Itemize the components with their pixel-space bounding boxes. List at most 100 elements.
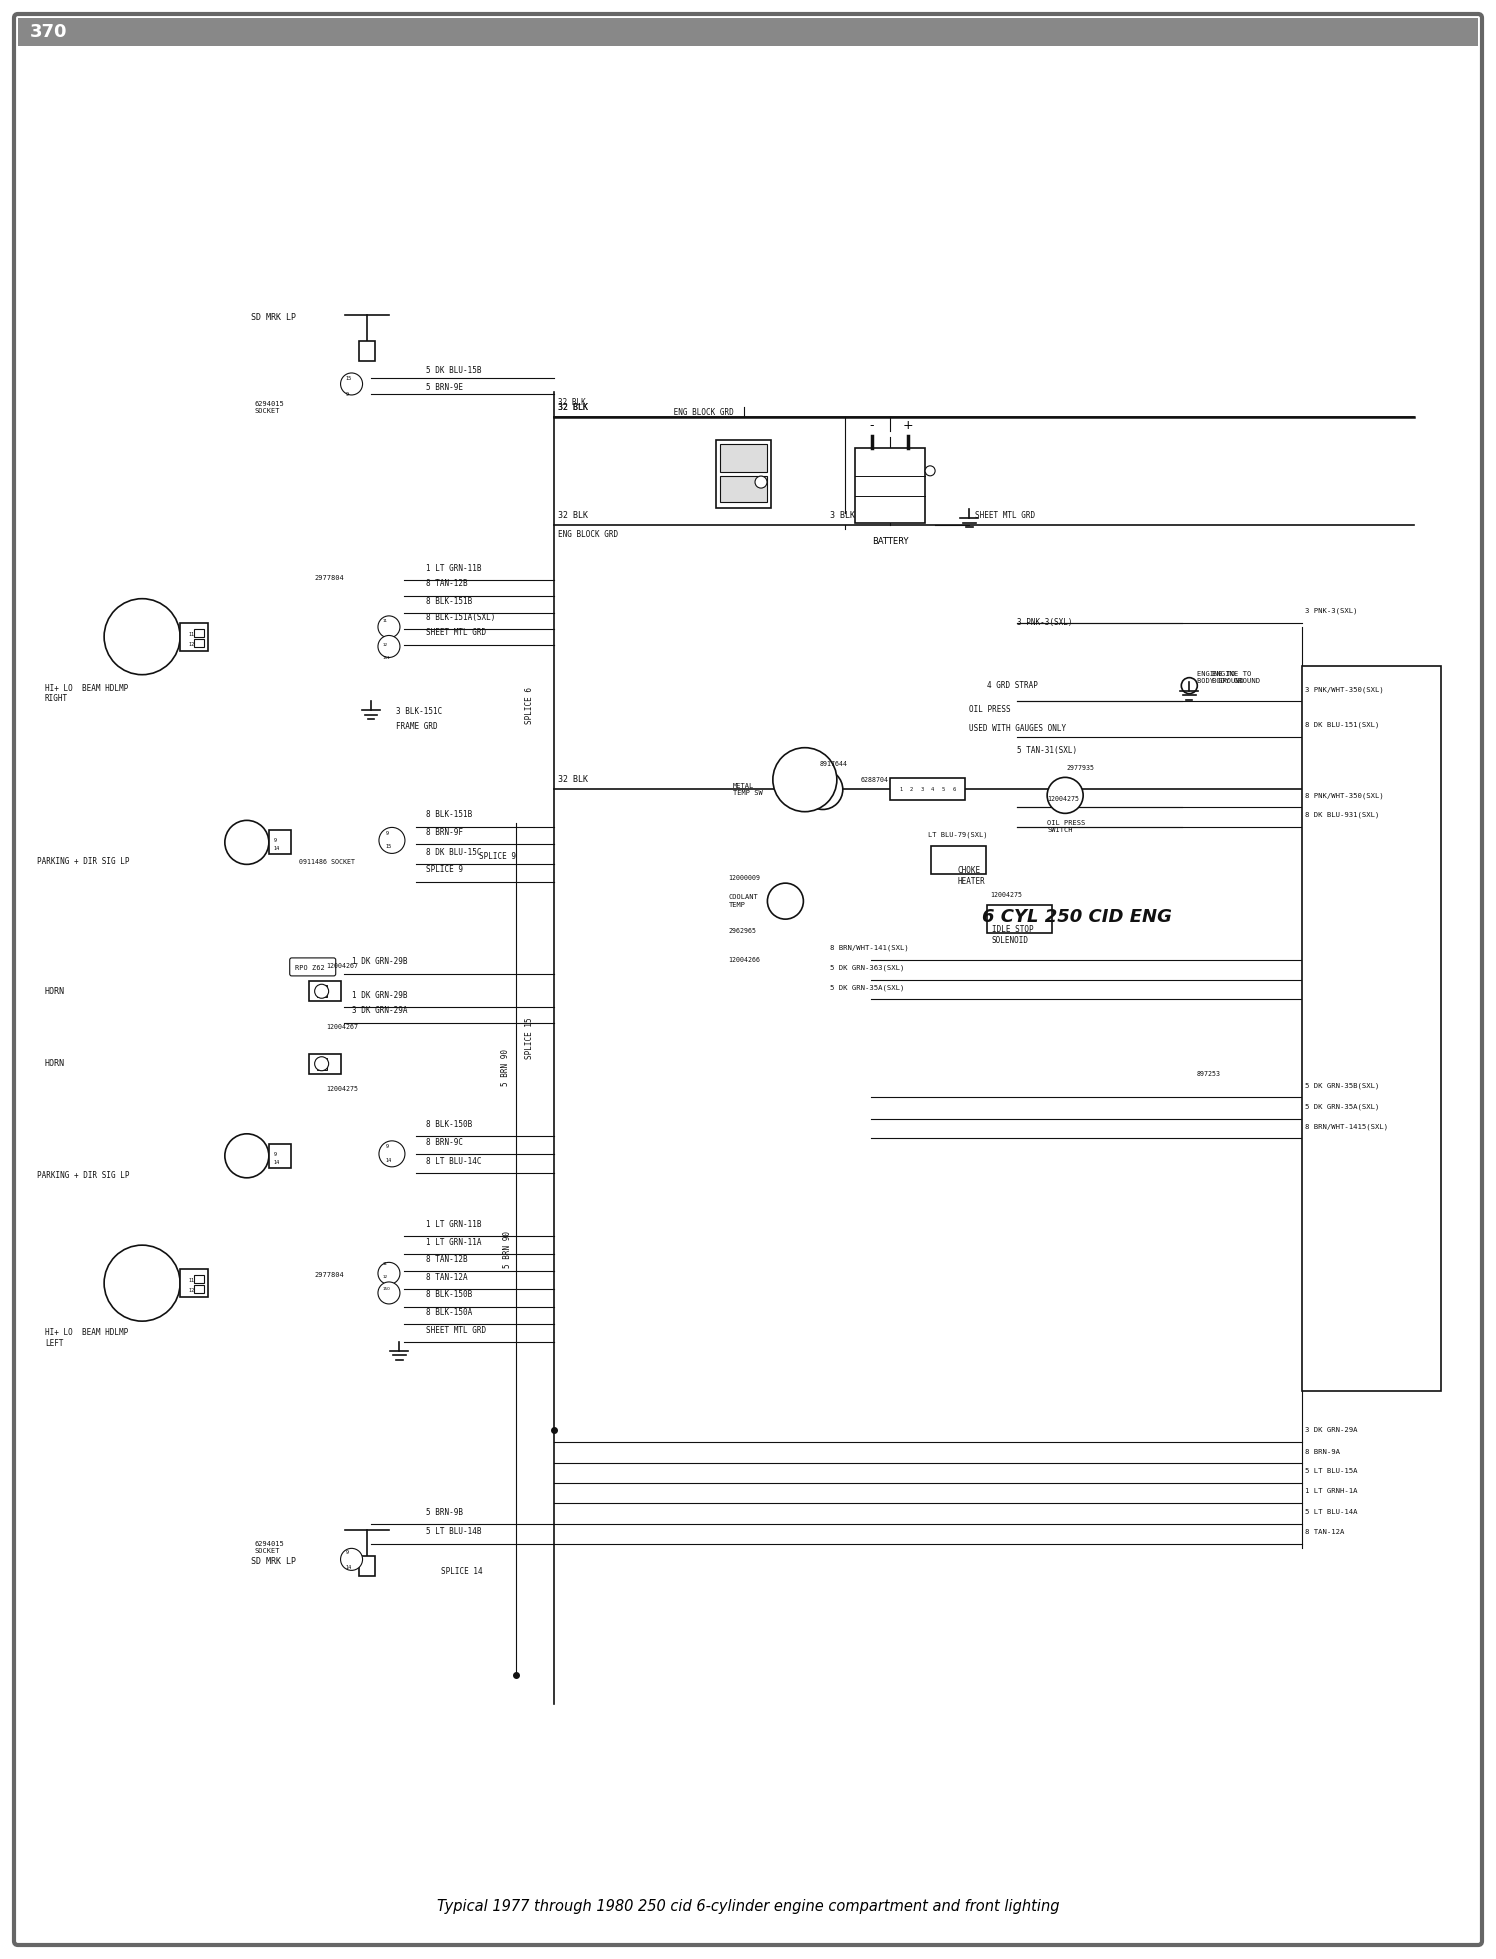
Text: SPLICE 15: SPLICE 15 [525,1017,534,1060]
Text: 5 DK BLU-15B: 5 DK BLU-15B [426,366,482,374]
Text: RPO Z62: RPO Z62 [295,964,325,972]
Text: 1 LT GRN-11B: 1 LT GRN-11B [426,564,482,572]
Bar [1302,666,1441,1391]
Text: 8917644: 8917644 [820,760,848,768]
Bar [890,778,965,801]
Text: 5 LT BLU-14A: 5 LT BLU-14A [1305,1508,1357,1516]
Text: 8 BRN-9A: 8 BRN-9A [1305,1448,1339,1456]
Circle shape [314,983,329,999]
Text: 9: 9 [346,392,349,398]
Circle shape [224,1134,269,1177]
Bar [317,985,326,997]
Text: 5 BRN 90: 5 BRN 90 [503,1232,512,1267]
Circle shape [767,884,803,919]
Text: 12000009: 12000009 [729,874,760,882]
Text: 5 DK GRN-35A(SXL): 5 DK GRN-35A(SXL) [1305,1103,1379,1111]
Text: USED WITH GAUGES ONLY: USED WITH GAUGES ONLY [969,725,1067,733]
Text: 8 LT BLU-14C: 8 LT BLU-14C [426,1158,482,1166]
Text: 9: 9 [274,1152,277,1158]
Bar [269,1144,290,1168]
Circle shape [773,748,836,811]
Circle shape [1047,778,1083,813]
Text: ENG BLOCK GRD: ENG BLOCK GRD [558,531,618,539]
Text: 5 DK GRN-363(SXL): 5 DK GRN-363(SXL) [830,964,905,972]
FancyBboxPatch shape [290,958,335,976]
Text: 12004267: 12004267 [326,962,358,970]
Text: 32 BLK: 32 BLK [558,404,588,411]
Text: 8 BRN-9F: 8 BRN-9F [426,829,464,836]
Text: 12: 12 [188,1289,194,1293]
Text: ENGINE TO
BODY GROUND: ENGINE TO BODY GROUND [1197,672,1243,684]
Text: 3: 3 [920,788,925,791]
Text: HORN: HORN [45,987,64,995]
Text: 6294015
SOCKET: 6294015 SOCKET [254,402,284,413]
Text: 14: 14 [274,1160,280,1166]
Text: METAL
TEMP SW: METAL TEMP SW [733,784,763,795]
Text: 12004275: 12004275 [990,891,1022,899]
Text: 5 LT BLU-14B: 5 LT BLU-14B [426,1528,482,1536]
Text: +: + [902,419,914,433]
Text: 8 BLK-151B: 8 BLK-151B [426,811,473,819]
Text: 5 BRN-9E: 5 BRN-9E [426,384,464,392]
Text: 1 LT GRN-11A: 1 LT GRN-11A [426,1238,482,1246]
Circle shape [378,1281,399,1305]
Text: 2977804: 2977804 [314,1271,344,1279]
Text: 3 PNK-3(SXL): 3 PNK-3(SXL) [1017,619,1073,627]
Text: SHEET MTL GRD: SHEET MTL GRD [975,511,1035,519]
Text: 12: 12 [188,643,194,646]
Circle shape [378,1262,399,1285]
Circle shape [314,1056,329,1072]
Text: 11: 11 [383,1262,387,1266]
Bar [194,629,203,637]
Text: 6294015
SOCKET: 6294015 SOCKET [254,1542,284,1553]
Bar [717,441,770,507]
Text: 6 CYL 250 CID ENG: 6 CYL 250 CID ENG [983,907,1171,927]
Text: 8 TAN-12A: 8 TAN-12A [426,1273,468,1281]
Text: 1 LT GRNH-1A: 1 LT GRNH-1A [1305,1487,1357,1495]
Text: 12: 12 [383,1275,387,1279]
Bar [308,981,341,1001]
Text: 11: 11 [383,619,387,623]
Bar [317,1058,326,1070]
Bar [180,623,208,650]
Text: 12004267: 12004267 [326,1023,358,1030]
Text: 12004275: 12004275 [326,1085,358,1093]
Circle shape [378,615,399,639]
Text: 4: 4 [931,788,935,791]
Text: COOLANT
TEMP: COOLANT TEMP [729,895,758,907]
Text: 5 BRN-9B: 5 BRN-9B [426,1508,464,1516]
Bar [720,445,767,472]
Text: 370: 370 [30,24,67,41]
Text: 8 BRN-9C: 8 BRN-9C [426,1138,464,1146]
Bar [720,476,767,502]
Text: 2977935: 2977935 [1067,764,1095,772]
Text: 2962965: 2962965 [729,927,757,934]
Text: 3 DK GRN-29A: 3 DK GRN-29A [1305,1426,1357,1434]
Text: 9: 9 [346,1550,349,1555]
Circle shape [341,1548,362,1571]
Text: 897253: 897253 [1197,1070,1221,1077]
Text: 15: 15 [386,844,392,850]
Text: 3 PNK/WHT-350(SXL): 3 PNK/WHT-350(SXL) [1305,686,1384,693]
Text: 8 BLK-150A: 8 BLK-150A [426,1309,473,1316]
Circle shape [378,635,399,658]
Text: 12004275: 12004275 [1047,795,1079,803]
Text: 11: 11 [188,1277,194,1283]
Circle shape [341,372,362,396]
Text: 5 LT BLU-15A: 5 LT BLU-15A [1305,1467,1357,1475]
Bar [18,18,1478,45]
Text: 9: 9 [386,831,389,836]
Text: 3 PNK-3(SXL): 3 PNK-3(SXL) [1305,607,1357,615]
Bar [194,1285,203,1293]
Text: 3 BLK: 3 BLK [830,511,856,519]
Text: SHEET MTL GRD: SHEET MTL GRD [426,1326,486,1334]
Text: 5 TAN-31(SXL): 5 TAN-31(SXL) [1017,746,1077,754]
Text: 32 BLK: 32 BLK [558,404,588,411]
Text: SD MRK LP: SD MRK LP [251,1557,296,1565]
Text: 12004266: 12004266 [729,956,760,964]
Text: ENGINE TO
BODY GROUND: ENGINE TO BODY GROUND [1212,672,1260,684]
Text: 32 BLK: 32 BLK [558,511,588,519]
Bar [308,1054,341,1074]
Circle shape [378,1140,405,1168]
Text: 4 GRD STRAP: 4 GRD STRAP [987,682,1038,690]
